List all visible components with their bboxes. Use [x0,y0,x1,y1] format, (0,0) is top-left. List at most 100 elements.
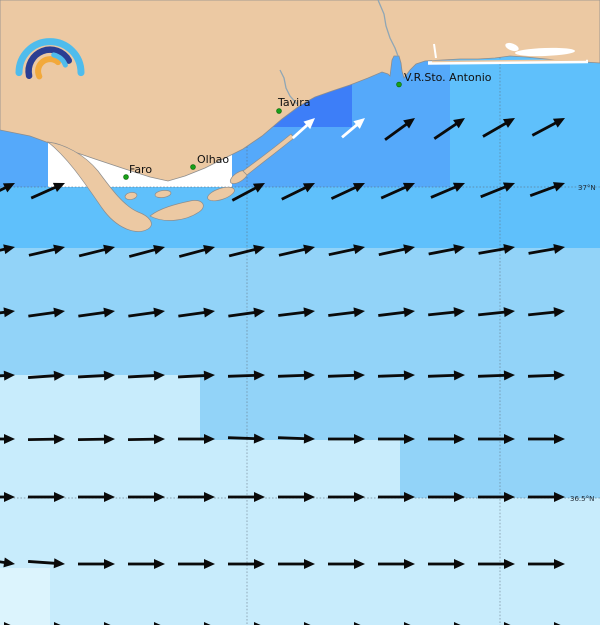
arrow-shaft [228,310,258,318]
black-arrow [428,434,465,444]
arrow-head [304,492,315,502]
arrow-head [553,243,565,254]
logo-arc [35,56,61,80]
black-arrow [433,118,465,140]
black-arrow [527,370,565,381]
arrow-head [403,370,415,381]
arrow-shaft [178,310,208,318]
latitude-label: 37°N [578,184,596,192]
black-arrow [128,245,165,258]
arrow-head [103,370,115,381]
black-arrow [528,243,565,255]
arrow-shaft [328,247,358,257]
arrow-shaft [227,373,258,378]
arrow-head [204,559,215,569]
black-arrow [378,559,415,569]
black-arrow [428,559,465,569]
arrow-head [454,492,465,502]
black-arrow [478,559,515,569]
black-arrow [0,492,15,502]
black-arrow [77,370,115,381]
arrow-head [3,307,15,318]
arrow-shaft [428,310,458,317]
arrow-shaft [378,495,407,499]
arrow-shaft [78,495,107,499]
black-arrow [478,243,515,255]
black-arrow [0,307,15,318]
arrow-head [203,370,215,381]
island [207,186,235,202]
black-arrow [281,183,315,201]
arrow-shaft [384,121,410,141]
arrow-shaft [78,247,108,258]
black-arrow [0,370,15,381]
black-arrow [328,559,365,569]
arrow-head [253,307,265,318]
current-arrows [0,118,565,625]
arrow-shaft [0,437,7,441]
arrow-head [3,244,15,255]
black-arrow [528,559,565,569]
arrow-head [353,118,365,129]
arrow-shaft [0,495,7,499]
arrow-head [353,307,365,318]
town-dot [190,164,196,170]
black-arrow [330,183,365,200]
black-arrow [478,434,515,444]
arrow-head [53,558,65,569]
arrow-shaft [328,562,357,566]
black-arrow [178,434,215,444]
arrow-shaft [278,310,308,317]
arrow-shaft [427,373,458,378]
black-arrow [378,244,415,257]
black-arrow [78,559,115,569]
arrow-head [203,307,215,318]
land-mass [0,0,600,182]
arrow-head [303,244,315,255]
black-arrow [227,433,265,444]
arrow-head [253,370,265,381]
arrow-head [453,244,465,255]
rainbow-logo[interactable] [6,14,96,94]
arrow-shaft [433,121,460,140]
black-arrow [528,492,565,502]
black-arrow [228,307,265,318]
arrow-shaft [430,184,459,199]
arrow-head [453,118,465,129]
arrow-shaft [378,437,407,441]
arrow-shaft [228,495,257,499]
black-arrow [78,307,115,318]
sea-cell [0,568,50,625]
arrow-head [103,434,115,445]
arrow-head [553,370,565,381]
black-arrow [227,370,265,381]
black-arrow [178,245,215,258]
arrow-shaft [277,373,308,378]
arrow-head [253,433,265,444]
black-arrow [528,307,565,318]
black-arrow [27,558,65,569]
arrow-head [153,307,165,318]
black-arrow [427,370,465,381]
black-arrow [480,182,515,199]
arrow-head [453,370,465,381]
black-arrow [28,307,65,318]
arrow-head [303,433,315,444]
arrow-head [253,244,265,255]
arrow-head [204,492,215,502]
black-arrow [478,492,515,502]
black-arrow [228,559,265,569]
black-arrow [328,434,365,444]
arrow-shaft [341,122,360,139]
arrow-shaft [28,310,58,318]
black-arrow [428,244,465,256]
arrow-shaft [428,562,457,566]
arrow-head [52,182,65,193]
arrow-shaft [478,437,507,441]
black-arrow [127,370,165,381]
latitude-labels: 37°N 36.5°N [570,184,596,503]
river [279,69,298,105]
arrow-shaft [380,184,409,200]
